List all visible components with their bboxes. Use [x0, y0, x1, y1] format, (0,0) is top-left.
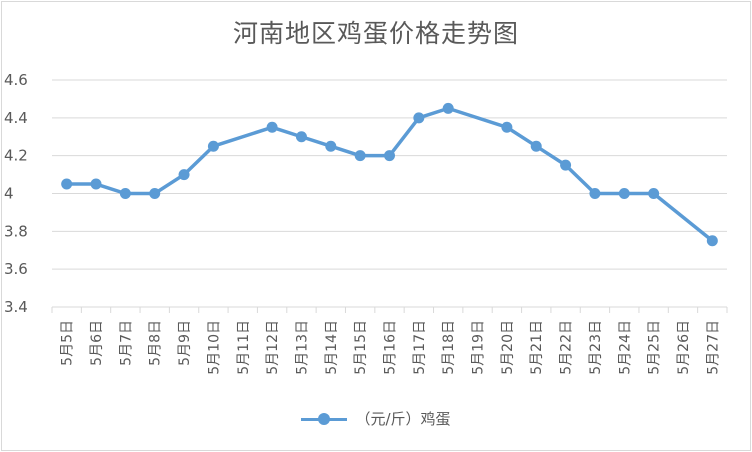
x-tick-label: 5月6日 [89, 320, 105, 366]
data-point [207, 140, 219, 152]
x-tick-label: 5月12日 [265, 320, 281, 375]
x-tick-label: 5月10日 [206, 320, 222, 375]
chart-title: 河南地区鸡蛋价格走势图 [232, 19, 519, 48]
data-point [589, 188, 601, 199]
data-point [618, 188, 630, 199]
x-tick-label: 5月14日 [324, 320, 340, 375]
x-tick-label: 5月5日 [60, 320, 76, 366]
x-tick-label: 5月20日 [500, 320, 516, 375]
x-tick-label: 5月19日 [471, 320, 487, 375]
x-tick-label: 5月16日 [383, 320, 399, 375]
x-tick-label: 5月13日 [294, 320, 310, 375]
x-tick-label: 5月21日 [529, 320, 545, 375]
y-tick-label: 4.6 [4, 71, 28, 89]
x-tick-label: 5月25日 [647, 320, 663, 375]
data-point [178, 169, 190, 181]
data-point [61, 178, 73, 190]
x-tick-label: 5月23日 [588, 320, 604, 375]
data-point [706, 235, 718, 247]
y-tick-label: 4.4 [4, 109, 28, 127]
data-point [413, 112, 425, 124]
data-point [119, 188, 131, 199]
x-tick-label: 5月9日 [177, 320, 193, 366]
x-tick-label: 5月26日 [676, 320, 692, 375]
x-tick-label: 5月24日 [617, 320, 633, 375]
data-point [149, 188, 161, 199]
y-tick-label: 3.6 [4, 260, 28, 278]
legend-label: （元/斤）鸡蛋 [355, 410, 451, 428]
data-point [501, 121, 513, 133]
data-point [384, 150, 395, 162]
x-tick-label: 5月22日 [559, 320, 575, 375]
x-tick-label: 5月15日 [353, 320, 369, 375]
x-tick-label: 5月18日 [441, 320, 457, 375]
series-line [66, 106, 714, 243]
chart-legend: （元/斤）鸡蛋 [0, 408, 752, 429]
data-point [442, 102, 454, 114]
data-point [560, 159, 572, 171]
y-tick-label: 3.8 [4, 222, 28, 240]
legend-line-marker-icon [301, 412, 348, 426]
y-tick-label: 3.4 [4, 298, 28, 316]
data-point [530, 140, 542, 152]
data-point [266, 121, 278, 133]
data-point [648, 188, 660, 199]
data-point [90, 178, 102, 190]
y-tick-label: 4 [4, 185, 14, 203]
x-tick-label: 5月17日 [412, 320, 428, 375]
x-tick-label: 5月27日 [705, 320, 721, 375]
x-tick-label: 5月7日 [118, 320, 134, 366]
data-point [295, 131, 307, 143]
y-tick-label: 4.2 [4, 147, 28, 165]
data-point [325, 140, 337, 152]
x-tick-label: 5月8日 [148, 320, 164, 366]
x-tick-label: 5月11日 [236, 320, 252, 375]
data-point [354, 150, 366, 162]
